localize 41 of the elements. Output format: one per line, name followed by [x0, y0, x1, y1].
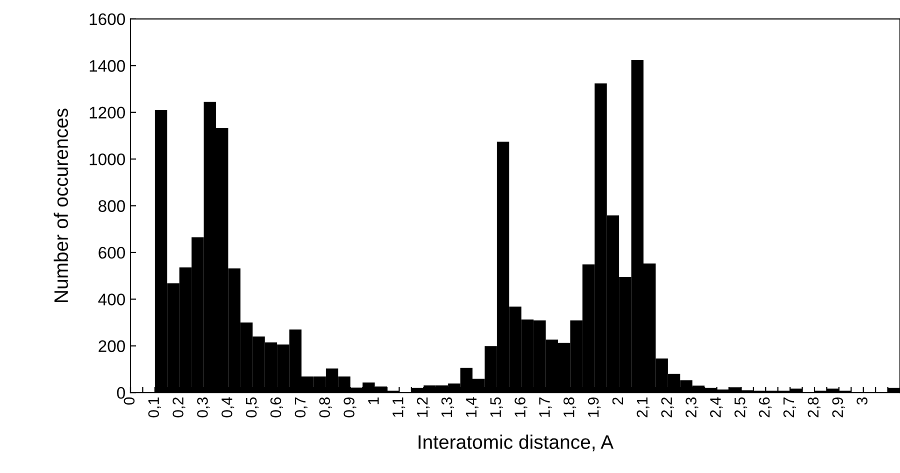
x-tick-label: 1,6 — [514, 397, 528, 417]
x-tick-label: 0,3 — [197, 397, 210, 418]
x-tick-label: 0,8 — [319, 397, 332, 418]
x-tick-label: 2,9 — [832, 397, 845, 418]
x-tick-label: 2,7 — [783, 398, 796, 418]
y-tick-label: 200 — [98, 340, 125, 352]
x-tick-label: 2 — [612, 398, 624, 404]
x-tick-label: 0,7 — [294, 398, 308, 418]
x-tick-label: 1,8 — [563, 397, 576, 417]
x-tick-label: 3 — [856, 397, 868, 405]
x-tick-label: 2,3 — [686, 397, 698, 418]
x-tick-label: 0 — [124, 397, 135, 405]
x-tick-label: 1,4 — [466, 397, 478, 417]
x-axis-title: Interatomic distance, A — [418, 434, 614, 452]
x-tick-label: 0,4 — [221, 397, 234, 418]
y-tick-label: 1600 — [90, 13, 125, 26]
x-tick-label: 2,1 — [636, 398, 650, 418]
x-tick-label: 1,3 — [441, 397, 454, 417]
y-axis-title: Number of occurences — [54, 108, 68, 302]
x-tick-label: 1 — [368, 398, 379, 404]
x-tick-label: 0,6 — [270, 397, 283, 418]
x-tick-label: 2,4 — [710, 397, 723, 418]
y-tick-label: 600 — [98, 246, 125, 259]
x-tick-label: 0,1 — [148, 398, 161, 418]
y-tick-label: 1200 — [90, 106, 125, 119]
x-tick-label: 1,1 — [392, 398, 406, 417]
x-tick-label: 0,9 — [344, 397, 356, 418]
x-tick-label: 2,8 — [808, 397, 820, 418]
x-tick-label: 1,9 — [588, 397, 601, 417]
x-tick-label: 0,5 — [246, 397, 259, 418]
x-tick-label: 2,6 — [758, 397, 772, 418]
y-tick-label: 1400 — [90, 60, 125, 72]
x-tick-label: 1,7 — [539, 398, 552, 417]
x-tick-label: 2,2 — [661, 398, 674, 418]
x-tick-label: 1,5 — [490, 397, 503, 417]
y-tick-label: 800 — [98, 200, 125, 212]
y-tick-label: 400 — [98, 294, 125, 306]
x-tick-label: 2,5 — [734, 397, 748, 418]
y-tick-label: 1000 — [90, 153, 125, 166]
x-tick-label: 0,2 — [172, 398, 186, 418]
x-tick-label: 1,2 — [416, 398, 430, 417]
